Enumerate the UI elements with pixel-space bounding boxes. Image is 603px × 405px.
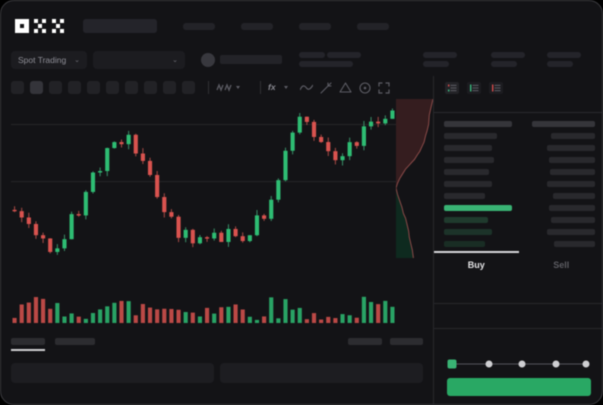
svg-text:fx: fx: [268, 82, 277, 92]
